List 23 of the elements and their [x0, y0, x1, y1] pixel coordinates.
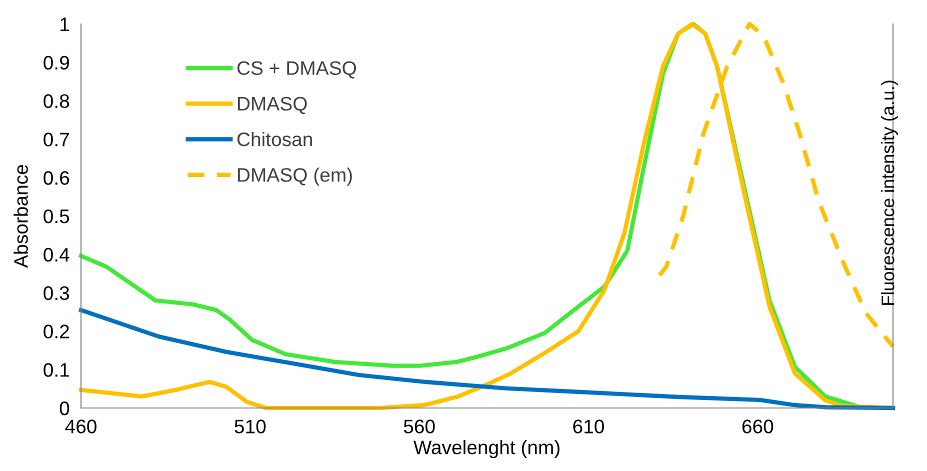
legend-label: Chitosan [237, 132, 312, 146]
x-tick-label: 610 [573, 420, 604, 434]
y2-axis-title: Fluorescence intensity (a.u.) [881, 80, 898, 305]
legend-label: CS + DMASQ [237, 61, 356, 78]
legend-label: DMASQ [238, 96, 307, 114]
y-tick-label: 0.8 [44, 94, 70, 108]
x-tick-label: 510 [234, 420, 266, 434]
y-tick-label: 0.3 [44, 286, 70, 300]
y-tick-label: 0.9 [44, 56, 69, 70]
y-tick-label: 0.6 [44, 171, 70, 185]
y-tick-label: 0.4 [44, 248, 70, 262]
x-tick-label: 560 [404, 420, 435, 434]
y-tick-label: 0.1 [44, 363, 69, 377]
y-tick-label: 1 [60, 18, 69, 32]
x-tick-label: 660 [742, 420, 774, 434]
y-tick-label: 0.2 [44, 324, 69, 338]
x-axis-title: Wavelenght (nm) [413, 440, 560, 458]
y-axis-title: Absorbance [14, 164, 28, 268]
x-tick-label: 460 [65, 420, 96, 434]
y-tick-label: 0 [60, 401, 70, 416]
legend-label: DMASQ (em) [238, 168, 352, 186]
y-tick-label: 0.7 [44, 132, 69, 146]
y-tick-label: 0.5 [44, 209, 70, 224]
